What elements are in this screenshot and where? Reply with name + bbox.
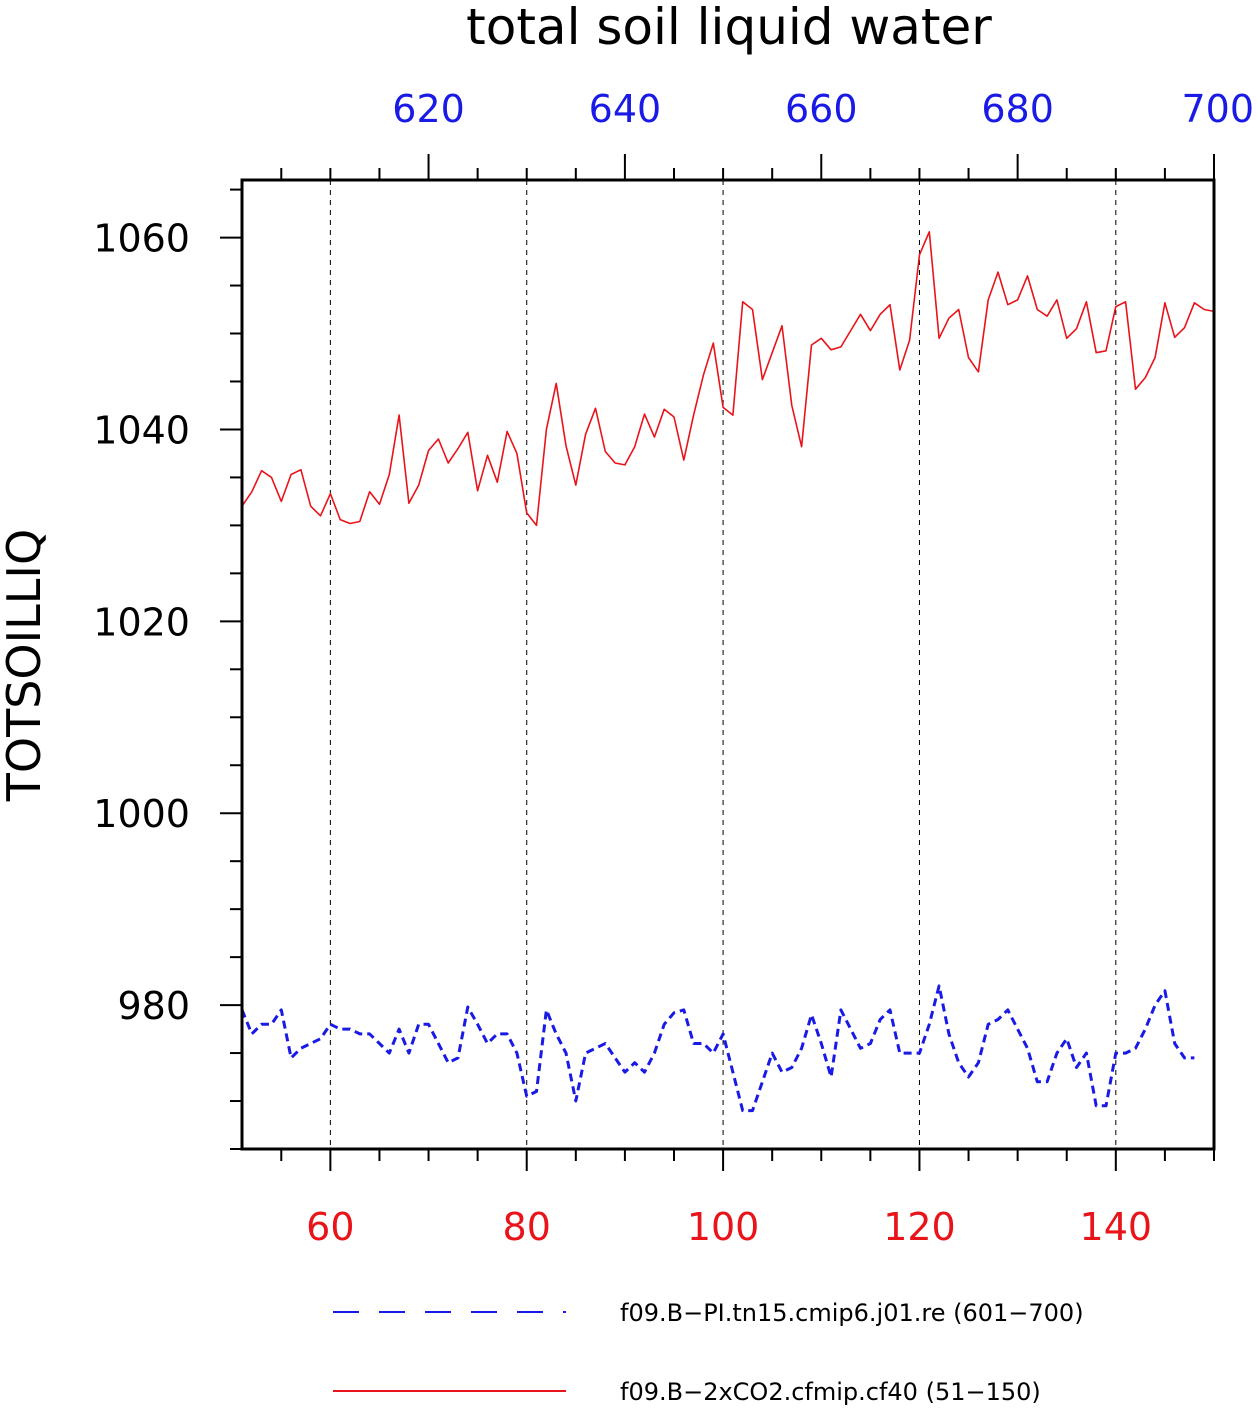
chart-title: total soil liquid water <box>466 0 992 56</box>
x-top-tick-label: 660 <box>785 87 858 131</box>
legend-label-2: f09.B−2xCO2.cfmip.cf40 (51−150) <box>620 1378 1041 1406</box>
plot-frame <box>240 178 1216 1151</box>
y-tick-label: 1000 <box>93 792 190 836</box>
x-top-tick-label: 680 <box>981 87 1054 131</box>
y-tick-label: 1020 <box>93 600 190 644</box>
grid-lines <box>329 180 1117 1149</box>
y-tick-label: 1060 <box>93 217 190 261</box>
x-top-tick-label: 700 <box>1181 87 1254 131</box>
legend-label-1: f09.B−PI.tn15.cmip6.j01.re (601−700) <box>620 1299 1084 1327</box>
x-bottom-tick-label: 120 <box>883 1205 956 1249</box>
x-bottom-tick-label: 100 <box>687 1205 760 1249</box>
x-top-tick-label: 640 <box>589 87 662 131</box>
y-tick-label: 1040 <box>93 408 190 452</box>
x-bottom-tick-label: 60 <box>306 1205 354 1249</box>
x-bottom-tick-label: 140 <box>1080 1205 1153 1249</box>
x-bottom-tick-labels: 60 80 100 120 140 <box>306 1205 1152 1249</box>
y-tick-labels: 980 1000 1020 1040 1060 <box>93 217 190 1029</box>
y-axis-label: TOTSOILLIQ <box>0 529 51 802</box>
series-line-1 <box>240 984 1195 1113</box>
x-top-tick-label: 620 <box>392 87 465 131</box>
y-tick-label: 980 <box>117 984 190 1028</box>
legend: f09.B−PI.tn15.cmip6.j01.re (601−700) f09.… <box>333 1299 1084 1406</box>
x-top-tick-labels: 620 640 660 680 700 <box>392 87 1254 131</box>
series-lines <box>240 231 1215 1113</box>
axis-ticks <box>220 154 1215 1171</box>
x-bottom-tick-label: 80 <box>503 1205 551 1249</box>
series-line-2 <box>241 231 1215 527</box>
